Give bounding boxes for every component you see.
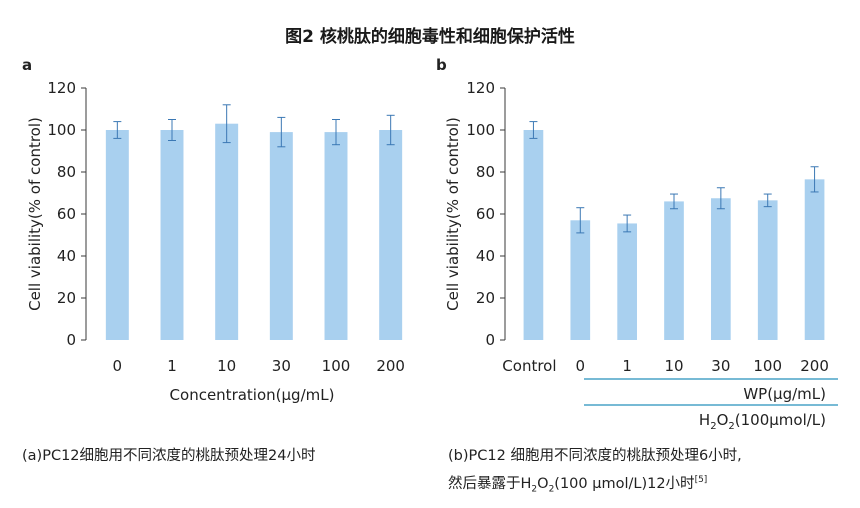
- bar: [711, 198, 731, 340]
- x-tick-label: 200: [800, 357, 829, 375]
- wp-group-label: WP(μg/mL): [743, 385, 826, 403]
- bar: [324, 132, 348, 340]
- y-tick-label: 120: [466, 79, 495, 97]
- bar: [757, 200, 778, 340]
- y-tick-label: 40: [476, 247, 495, 265]
- h2o2-subscript: 2: [710, 421, 716, 432]
- bar: [269, 132, 293, 340]
- bar: [617, 223, 637, 340]
- y-axis-label: Cell viability(% of control): [444, 117, 462, 311]
- x-tick-label: 10: [217, 357, 236, 375]
- y-tick-label: 80: [57, 163, 76, 181]
- h2o2-subscript: 2: [728, 421, 734, 432]
- panel-a-letter: a: [22, 56, 33, 74]
- h2o2-group-label: H2O2(100μmol/L): [699, 411, 826, 432]
- x-axis-label: Concentration(μg/mL): [170, 386, 335, 404]
- x-tick-label: Control: [502, 357, 556, 375]
- x-tick-label: 10: [664, 357, 683, 375]
- caption-b-line1: (b)PC12 细胞用不同浓度的桃肽预处理6小时,: [448, 448, 742, 464]
- y-tick-label: 100: [466, 121, 495, 139]
- y-tick-label: 100: [47, 121, 76, 139]
- y-tick-label: 0: [485, 331, 495, 349]
- x-tick-label: 30: [711, 357, 730, 375]
- h2o2-text: O: [717, 411, 729, 429]
- bar: [160, 130, 184, 340]
- y-tick-label: 80: [476, 163, 495, 181]
- y-tick-label: 60: [476, 205, 495, 223]
- caption-b: (b)PC12 细胞用不同浓度的桃肽预处理6小时, 然后暴露于H2O2(100 …: [448, 444, 742, 502]
- x-tick-label: 100: [322, 357, 351, 375]
- x-tick-label: 1: [622, 357, 632, 375]
- y-axis-label: Cell viability(% of control): [26, 117, 44, 311]
- bar: [215, 123, 239, 340]
- caption-b-line2: 然后暴露于H2O2(100 μmol/L)12小时[5]: [448, 475, 708, 495]
- caption-a: (a)PC12细胞用不同浓度的桃肽预处理24小时: [22, 448, 316, 464]
- y-tick-label: 60: [57, 205, 76, 223]
- y-tick-label: 20: [57, 289, 76, 307]
- x-tick-label: 0: [576, 357, 586, 375]
- x-tick-label: 0: [113, 357, 123, 375]
- bar: [523, 130, 544, 340]
- y-tick-label: 0: [66, 331, 76, 349]
- x-tick-label: 100: [753, 357, 782, 375]
- x-tick-label: 30: [272, 357, 291, 375]
- h2o2-text: H: [699, 411, 710, 429]
- panel-b-letter: b: [436, 56, 447, 74]
- y-tick-label: 120: [47, 79, 76, 97]
- bar: [804, 179, 825, 340]
- y-tick-label: 20: [476, 289, 495, 307]
- y-tick-label: 40: [57, 247, 76, 265]
- bar: [379, 130, 403, 340]
- figure-title: 图2 核桃肽的细胞毒性和细胞保护活性: [285, 27, 575, 47]
- bar: [664, 201, 684, 340]
- x-tick-label: 200: [376, 357, 405, 375]
- bar: [105, 130, 129, 340]
- h2o2-text: (100μmol/L): [735, 411, 826, 429]
- bar: [570, 220, 591, 340]
- x-tick-label: 1: [167, 357, 177, 375]
